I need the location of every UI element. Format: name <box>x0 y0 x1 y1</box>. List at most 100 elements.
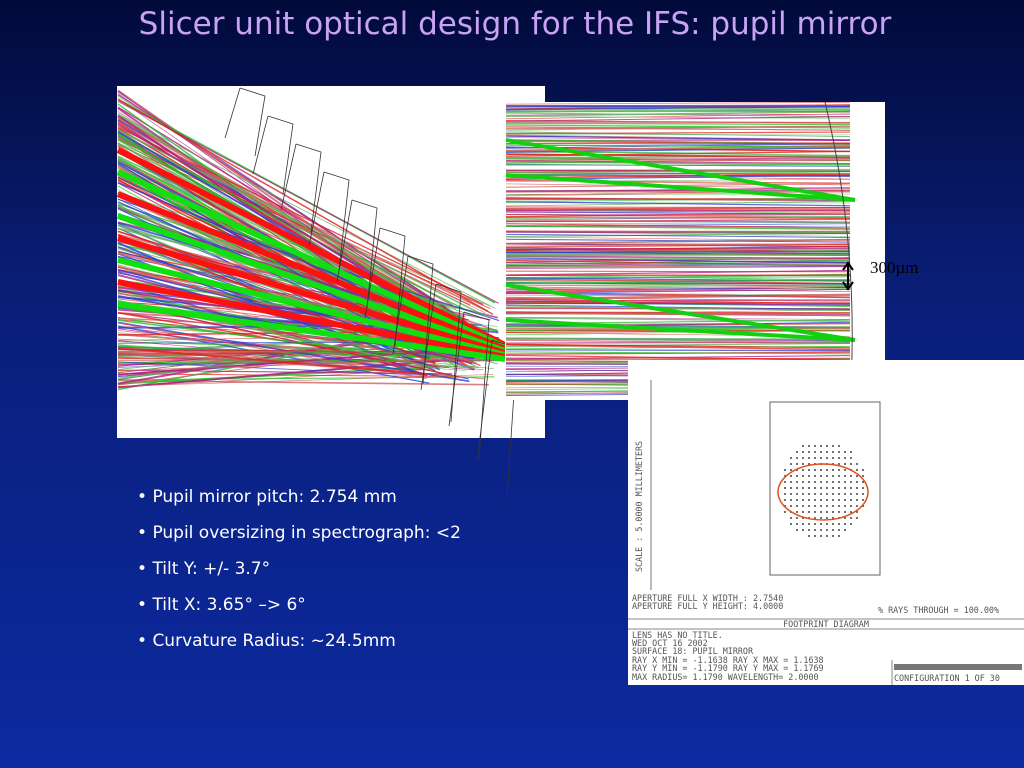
dot <box>796 463 798 465</box>
ray <box>505 212 851 218</box>
dot <box>802 481 804 483</box>
facet <box>420 283 462 423</box>
ray <box>505 284 851 289</box>
ray <box>505 160 851 165</box>
dot <box>814 529 816 531</box>
dot <box>844 463 846 465</box>
ray <box>505 207 851 210</box>
ray <box>505 125 851 130</box>
dot <box>826 457 828 459</box>
ray <box>117 358 468 372</box>
dot <box>814 511 816 513</box>
dot <box>850 451 852 453</box>
dot <box>826 487 828 489</box>
ray <box>117 98 494 315</box>
ray <box>505 161 851 166</box>
dot <box>856 481 858 483</box>
bullet: Pupil oversizing in spectrograph: <2 <box>137 523 460 559</box>
ray <box>505 110 851 117</box>
dot <box>796 457 798 459</box>
dot <box>820 535 822 537</box>
bullet: Curvature Radius: ~24.5mm <box>137 631 461 667</box>
ray <box>505 255 851 259</box>
ray <box>505 279 851 285</box>
dot <box>838 481 840 483</box>
ray <box>505 246 851 251</box>
dot <box>814 493 816 495</box>
dot <box>790 505 792 507</box>
info-line: LENS HAS NO TITLE. <box>632 630 723 640</box>
dot <box>784 493 786 495</box>
ray <box>505 304 851 310</box>
dot <box>802 487 804 489</box>
dimension-arrow <box>842 261 854 291</box>
ray-bundle-left <box>116 87 518 499</box>
info-line: MAX RADIUS= 1.1790 WAVELENGTH= 2.0000 <box>632 672 819 682</box>
dot <box>862 493 864 495</box>
dot <box>808 457 810 459</box>
dot <box>832 505 834 507</box>
ray <box>505 206 851 209</box>
dot <box>832 451 834 453</box>
ray <box>505 269 851 276</box>
dot <box>820 529 822 531</box>
ray <box>505 150 851 157</box>
dot <box>844 493 846 495</box>
dimension-label: 300µm <box>870 258 919 277</box>
dot <box>850 493 852 495</box>
dot <box>838 535 840 537</box>
ray <box>505 122 851 126</box>
dot <box>838 463 840 465</box>
dot <box>862 475 864 477</box>
ray <box>505 262 851 266</box>
dot <box>790 469 792 471</box>
ray <box>505 225 851 230</box>
dot <box>832 481 834 483</box>
info-line: RAY X MIN = -1.1638 RAY X MAX = 1.1638 <box>632 655 824 665</box>
ray <box>505 300 851 307</box>
dot <box>790 475 792 477</box>
ray <box>505 116 851 119</box>
dot <box>832 529 834 531</box>
dot <box>796 487 798 489</box>
dot <box>850 505 852 507</box>
ray <box>505 115 851 122</box>
dot <box>862 481 864 483</box>
dot <box>850 475 852 477</box>
dot <box>820 469 822 471</box>
dot <box>808 535 810 537</box>
facet <box>336 199 378 309</box>
dot <box>826 505 828 507</box>
ray <box>505 256 851 261</box>
bullet: Tilt X: 3.65° –> 6° <box>137 595 461 631</box>
dot <box>838 475 840 477</box>
dot <box>838 451 840 453</box>
dot <box>784 499 786 501</box>
dot <box>796 499 798 501</box>
ray <box>505 135 851 141</box>
dot <box>802 493 804 495</box>
dot <box>844 511 846 513</box>
dot <box>850 481 852 483</box>
dot <box>802 505 804 507</box>
ray <box>505 349 851 352</box>
ray <box>505 238 851 243</box>
facet <box>252 115 294 195</box>
ray <box>505 318 856 342</box>
dot <box>832 493 834 495</box>
dot <box>832 487 834 489</box>
dot <box>862 499 864 501</box>
ray <box>117 279 506 360</box>
info-line: RAY Y MIN = -1.1790 RAY Y MAX = 1.1769 <box>632 663 824 673</box>
ray <box>505 208 851 214</box>
dot <box>850 523 852 525</box>
dot <box>820 457 822 459</box>
ray <box>505 113 851 120</box>
ray <box>505 262 851 269</box>
dot <box>844 481 846 483</box>
dot <box>790 517 792 519</box>
dot <box>808 523 810 525</box>
ray <box>505 274 851 281</box>
dot <box>862 469 864 471</box>
ray <box>116 147 507 348</box>
